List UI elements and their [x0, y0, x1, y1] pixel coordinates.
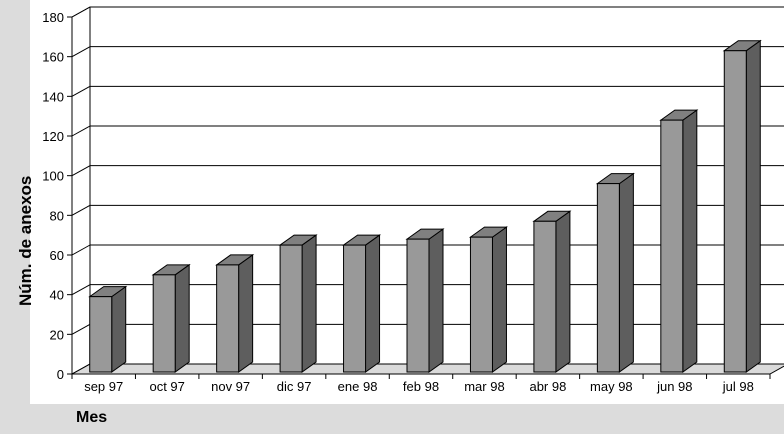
- x-tick-label: jul 98: [722, 379, 754, 394]
- y-tick-label: 160: [42, 50, 64, 65]
- x-tick-label: feb 98: [403, 379, 439, 394]
- bar-side: [174, 263, 190, 373]
- left-wall-bottom: [71, 363, 91, 375]
- bar: [89, 296, 113, 373]
- bar: [469, 236, 493, 373]
- gridline-side: [71, 125, 91, 137]
- bar: [152, 274, 176, 373]
- bar-side: [555, 210, 571, 373]
- bar: [723, 50, 747, 373]
- x-tick-label: abr 98: [529, 379, 566, 394]
- y-tick-label: 140: [42, 89, 64, 104]
- bar: [406, 238, 430, 373]
- bar-side: [618, 172, 634, 373]
- bar-side: [491, 226, 507, 373]
- x-axis-label: Mes: [76, 409, 108, 426]
- x-tick-label: oct 97: [149, 379, 184, 394]
- x-tick-label: may 98: [590, 379, 633, 394]
- bar-side: [682, 109, 698, 373]
- gridline-side: [71, 85, 91, 97]
- left-wall-top: [71, 6, 91, 18]
- y-tick-label: 20: [50, 327, 64, 342]
- gridline-side: [71, 204, 91, 216]
- bar-side: [111, 285, 127, 373]
- y-tick-label: 0: [57, 367, 64, 382]
- bar: [533, 220, 557, 373]
- y-tick-label: 120: [42, 129, 64, 144]
- y-tick-label: 60: [50, 248, 64, 263]
- x-tick-label: nov 97: [211, 379, 250, 394]
- y-tick-label: 100: [42, 169, 64, 184]
- y-tick-label: 40: [50, 288, 64, 303]
- bar: [343, 244, 367, 373]
- x-tick-label: sep 97: [84, 379, 123, 394]
- gridline-side: [71, 165, 91, 177]
- y-axis-label: Núm. de anexos: [16, 175, 35, 306]
- y-tick-label: 180: [42, 10, 64, 25]
- bar-side: [238, 253, 254, 373]
- x-tick-label: ene 98: [338, 379, 378, 394]
- bar: [216, 264, 240, 373]
- bar: [279, 244, 303, 373]
- y-tick-label: 80: [50, 208, 64, 223]
- bar-side: [745, 39, 761, 373]
- x-tick-label: dic 97: [277, 379, 312, 394]
- bar-side: [365, 234, 381, 373]
- bar-side: [301, 234, 317, 373]
- x-tick-label: jun 98: [656, 379, 692, 394]
- bar: [596, 183, 620, 373]
- bar-side: [428, 228, 444, 373]
- gridline-side: [71, 244, 91, 256]
- x-tick-label: mar 98: [464, 379, 504, 394]
- gridline-side: [71, 284, 91, 296]
- bar: [660, 119, 684, 373]
- gridline-side: [71, 46, 91, 58]
- gridline-side: [71, 323, 91, 335]
